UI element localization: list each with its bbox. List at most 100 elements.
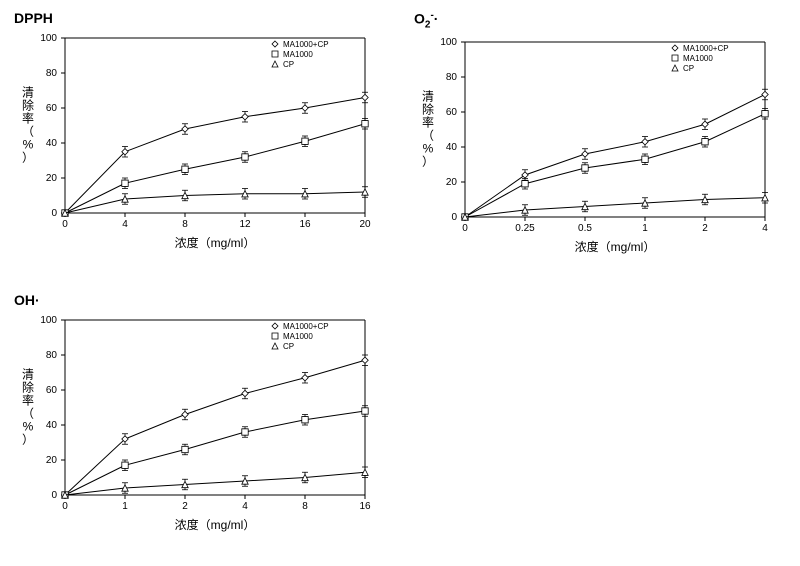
svg-text:60: 60 [46,103,58,114]
series-line-CP [65,473,365,496]
svg-text:%: % [423,142,434,156]
legend-marker-square [272,333,278,339]
svg-text:80: 80 [46,68,58,79]
marker-square [182,166,188,172]
legend-marker-square [272,51,278,57]
series-line-MA1000+CP [65,98,365,214]
legend-marker-triangle [672,65,678,71]
svg-text:20: 20 [46,173,58,184]
svg-text:%: % [23,420,34,434]
svg-text:率: 率 [422,115,434,130]
marker-diamond [362,358,368,364]
svg-text:12: 12 [239,219,251,230]
svg-text:（: （ [22,407,34,421]
legend-marker-triangle [272,343,278,349]
marker-square [702,139,708,145]
marker-square [362,121,368,127]
marker-diamond [182,126,188,132]
svg-text:2: 2 [182,501,188,512]
marker-square [362,408,368,414]
svg-text:60: 60 [446,107,458,118]
svg-text:60: 60 [46,385,58,396]
series-line-MA1000+CP [65,361,365,496]
legend-marker-diamond [272,41,278,47]
marker-diamond [762,92,768,98]
legend-label: CP [283,60,294,69]
marker-square [522,181,528,187]
svg-text:100: 100 [40,33,57,44]
svg-text:（: （ [22,125,34,139]
y-axis-label: 清除率（%） [22,368,34,447]
marker-square [762,111,768,117]
y-axis-label: 清除率（%） [22,86,34,165]
marker-diamond [522,172,528,178]
marker-square [122,463,128,469]
x-axis-label: 浓度（mg/ml） [575,239,656,254]
svg-text:%: % [23,138,34,152]
series-line-CP [465,198,765,217]
marker-diamond [302,105,308,111]
svg-text:0: 0 [51,208,57,219]
marker-square [302,138,308,144]
svg-text:2: 2 [702,223,708,234]
svg-text:0.25: 0.25 [515,223,535,234]
legend-label: MA1000+CP [283,40,329,49]
marker-diamond [702,122,708,128]
svg-text:80: 80 [46,350,58,361]
svg-text:16: 16 [359,501,371,512]
svg-text:4: 4 [242,501,248,512]
svg-text:20: 20 [446,177,458,188]
marker-square [242,154,248,160]
series-line-MA1000 [65,124,365,213]
panel-title: OH· [14,292,390,308]
svg-text:清: 清 [422,90,434,104]
svg-text:20: 20 [359,219,371,230]
y-axis-label: 清除率（%） [422,90,434,169]
svg-text:）: ） [422,155,434,169]
marker-diamond [582,151,588,157]
marker-square [582,165,588,171]
svg-text:）: ） [22,151,34,165]
x-axis-label: 浓度（mg/ml） [175,235,256,250]
svg-text:100: 100 [440,37,457,48]
legend-marker-diamond [672,45,678,51]
panel-title: O2-· [414,10,790,30]
svg-text:16: 16 [299,219,311,230]
marker-diamond [182,412,188,418]
marker-square [302,417,308,423]
svg-text:40: 40 [46,420,58,431]
marker-square [642,157,648,163]
svg-text:率: 率 [22,111,34,126]
svg-text:100: 100 [40,315,57,326]
legend-label: MA1000+CP [683,44,729,53]
panel-o2: O2-·02040608010000.250.5124清除率（%）浓度（mg/m… [410,10,790,282]
marker-diamond [242,114,248,120]
svg-text:率: 率 [22,393,34,408]
series-line-CP [65,192,365,213]
svg-text:40: 40 [46,138,58,149]
marker-square [182,447,188,453]
x-axis-label: 浓度（mg/ml） [175,517,256,532]
marker-square [122,180,128,186]
svg-text:80: 80 [446,72,458,83]
panel-title: DPPH [14,10,390,26]
svg-text:0: 0 [62,501,68,512]
chart-oh: 0204060801000124816清除率（%）浓度（mg/ml）MA1000… [10,310,380,560]
legend-label: MA1000 [283,332,313,341]
chart-dpph: 020406080100048121620清除率（%）浓度（mg/ml）MA10… [10,28,380,278]
svg-text:8: 8 [182,219,188,230]
series-line-MA1000 [465,114,765,217]
panel-oh: OH·0204060801000124816清除率（%）浓度（mg/ml）MA1… [10,292,390,560]
legend-label: MA1000+CP [283,322,329,331]
svg-text:除: 除 [22,380,34,395]
svg-text:1: 1 [122,501,128,512]
svg-text:8: 8 [302,501,308,512]
marker-diamond [302,375,308,381]
svg-text:0: 0 [451,212,457,223]
empty-cell [410,292,790,560]
svg-text:清: 清 [22,86,34,100]
svg-text:（: （ [422,129,434,143]
legend-marker-diamond [272,323,278,329]
marker-diamond [242,391,248,397]
marker-diamond [362,94,368,100]
